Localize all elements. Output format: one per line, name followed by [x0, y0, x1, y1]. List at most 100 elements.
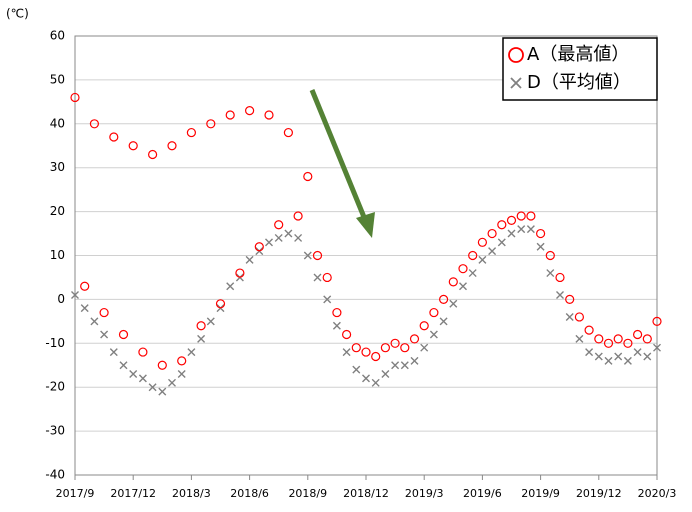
circle-marker [80, 281, 90, 291]
cross-marker [138, 374, 147, 383]
legend-label: D（平均値） [527, 72, 631, 93]
y-tick-label: 0 [57, 292, 65, 306]
cross-marker [556, 291, 564, 300]
legend-marker [510, 77, 522, 89]
cross-marker [197, 334, 206, 343]
cross-marker [478, 255, 487, 264]
cross-marker [488, 247, 497, 256]
cross-marker [497, 238, 506, 247]
circle-marker [371, 351, 381, 362]
cross-marker [284, 229, 293, 238]
circle-marker [439, 294, 449, 304]
circle-marker [361, 347, 371, 357]
cross-marker [313, 273, 322, 282]
circle-marker [118, 329, 129, 340]
arrow-head [356, 212, 375, 238]
circle-marker [555, 272, 565, 283]
cross-marker [274, 233, 283, 242]
x-tick-label: 2018/3 [172, 487, 211, 500]
cross-marker [439, 317, 448, 326]
y-tick-label: -30 [45, 424, 65, 438]
circle-marker [545, 250, 555, 261]
circle-marker [157, 360, 167, 370]
circle-marker [594, 334, 604, 344]
cross-marker [420, 343, 429, 352]
circle-marker [342, 329, 352, 340]
cross-marker [323, 295, 332, 304]
cross-marker [575, 334, 584, 343]
circle-marker [390, 338, 400, 348]
circle-marker [89, 119, 100, 129]
y-tick-label: 50 [50, 72, 65, 86]
circle-marker [109, 132, 119, 142]
cross-marker [526, 225, 535, 234]
cross-marker [245, 255, 254, 264]
x-tick-label: 2018/9 [288, 487, 327, 500]
cross-marker [429, 330, 438, 339]
circle-marker [516, 211, 526, 221]
cross-marker [206, 317, 215, 326]
x-tick-label: 2020/3 [638, 487, 677, 500]
cross-marker [633, 348, 642, 357]
circle-marker [235, 268, 245, 278]
circle-marker [196, 321, 206, 331]
circle-marker [312, 250, 323, 261]
cross-marker [226, 282, 235, 291]
cross-marker [604, 356, 613, 365]
circle-marker [477, 237, 487, 247]
circle-marker [419, 321, 429, 331]
legend-box [502, 37, 658, 101]
cross-marker [585, 348, 594, 357]
cross-marker [342, 348, 351, 357]
x-tick-label: 2019/9 [521, 487, 560, 500]
circle-marker [303, 171, 313, 182]
circle-marker [400, 343, 410, 353]
cross-marker [449, 299, 458, 308]
cross-marker [80, 304, 89, 313]
circle-marker [526, 211, 536, 221]
cross-marker [468, 269, 477, 278]
cross-marker [332, 321, 341, 330]
x-tick-label: 2018/6 [230, 487, 269, 500]
cross-marker [294, 233, 303, 242]
cross-marker [546, 269, 555, 278]
cross-marker [381, 370, 390, 379]
circle-marker [138, 347, 148, 357]
circle-marker [429, 307, 439, 318]
y-tick-label: 30 [50, 160, 65, 174]
plot-area: -40 -30 -20 -10 0 10 20 30 40 50 60 2017/9 2017/12 20… [45, 29, 676, 501]
cross-marker [623, 356, 632, 365]
circle-marker [351, 343, 361, 353]
cross-marker [109, 348, 118, 357]
x-tick-label: 2018/12 [343, 487, 389, 500]
y-tick-label: 20 [50, 204, 65, 218]
cross-marker [565, 312, 574, 321]
cross-marker [391, 361, 400, 370]
cross-marker [90, 317, 99, 326]
y-tick-label: -40 [45, 468, 65, 482]
legend: A（最高値） D（平均値） [508, 44, 631, 93]
circle-marker [225, 110, 235, 120]
y-tick-label: -10 [45, 336, 65, 350]
cross-marker [119, 361, 128, 370]
cross-marker [158, 387, 167, 396]
circle-marker [293, 211, 303, 221]
circle-marker [283, 127, 293, 138]
circle-marker [535, 228, 546, 239]
cross-marker [148, 383, 157, 392]
cross-marker [653, 343, 661, 352]
x-tick-label: 2019/12 [576, 487, 622, 500]
circle-marker [468, 250, 478, 261]
cross-marker [517, 225, 526, 234]
circle-marker [458, 264, 468, 274]
circle-marker [623, 338, 633, 348]
cross-marker [410, 356, 419, 365]
cross-marker [71, 291, 79, 300]
circle-marker [565, 294, 575, 304]
circle-marker [584, 325, 594, 335]
circle-marker [603, 338, 614, 348]
x-tick-label: 2017/12 [110, 487, 156, 500]
cross-marker [187, 348, 196, 357]
circle-marker [148, 149, 158, 160]
